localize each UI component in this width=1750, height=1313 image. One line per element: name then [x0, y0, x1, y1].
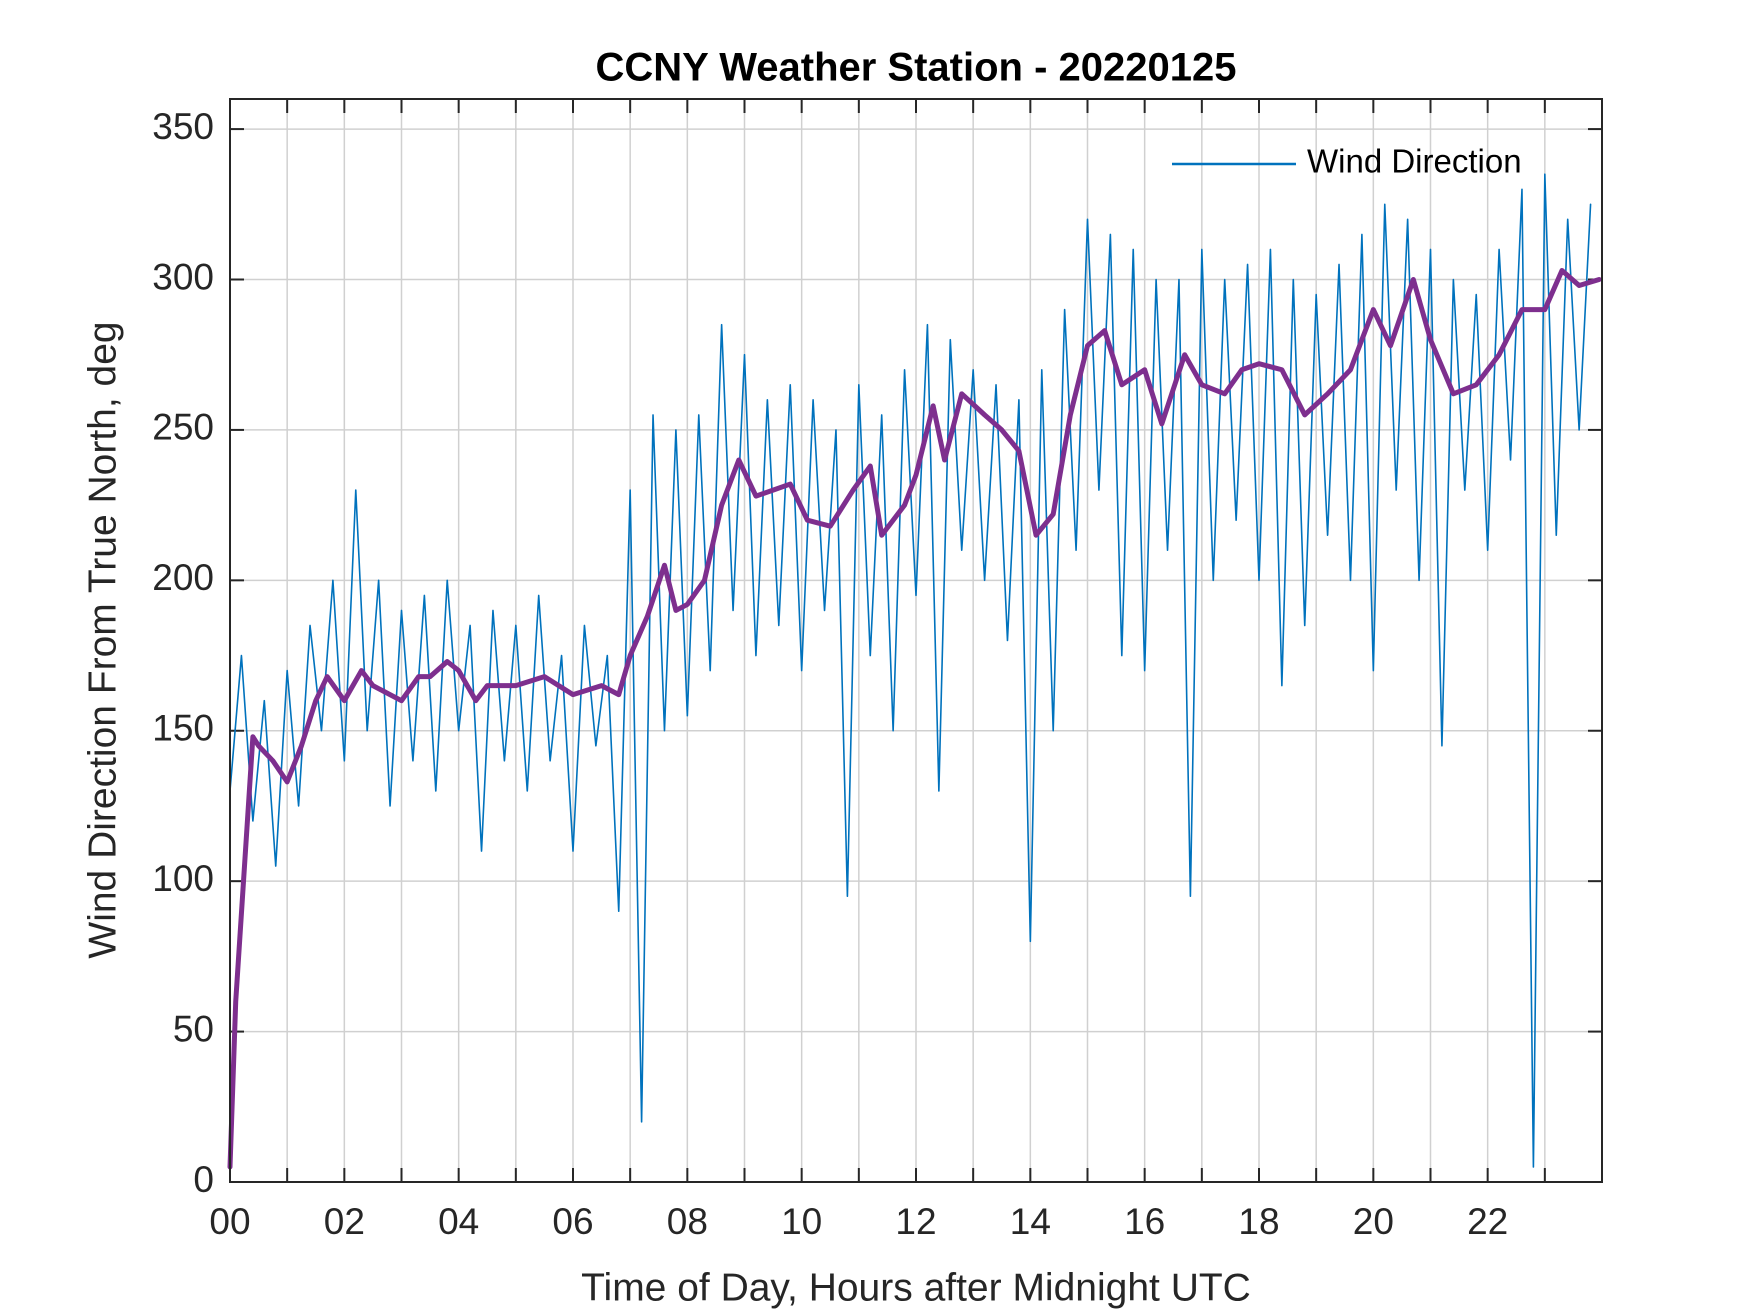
- axes-box: [229, 98, 1603, 1183]
- y-tick-label: 100: [152, 858, 214, 899]
- x-tick-label: 10: [781, 1201, 822, 1242]
- data-line: [229, 173, 1592, 1168]
- legend-label: Wind Direction: [1307, 143, 1522, 180]
- x-tick-label: 12: [895, 1201, 936, 1242]
- y-tick-label: 50: [173, 1008, 214, 1049]
- x-tick-label: 04: [438, 1201, 479, 1242]
- x-tick-label: 14: [1010, 1201, 1051, 1242]
- y-tick-label: 0: [193, 1159, 214, 1200]
- data-line: [227, 267, 1602, 1170]
- y-tick-label: 300: [152, 256, 214, 297]
- x-tick-label: 18: [1238, 1201, 1279, 1242]
- y-tick-label: 200: [152, 557, 214, 598]
- x-tick-label: 08: [667, 1201, 708, 1242]
- y-axis-label: Wind Direction From True North, deg: [81, 321, 124, 958]
- x-tick-label: 20: [1353, 1201, 1394, 1242]
- x-tick-label: 16: [1124, 1201, 1165, 1242]
- x-axis-label: Time of Day, Hours after Midnight UTC: [581, 1266, 1251, 1309]
- y-tick-label: 150: [152, 708, 214, 749]
- x-tick-label: 02: [324, 1201, 365, 1242]
- y-tick-label: 250: [152, 407, 214, 448]
- x-tick-label: 06: [552, 1201, 593, 1242]
- x-tick-label: 00: [209, 1201, 250, 1242]
- chart-title: CCNY Weather Station - 20220125: [596, 46, 1237, 90]
- x-tick-label: 22: [1467, 1201, 1508, 1242]
- y-tick-label: 350: [152, 106, 214, 147]
